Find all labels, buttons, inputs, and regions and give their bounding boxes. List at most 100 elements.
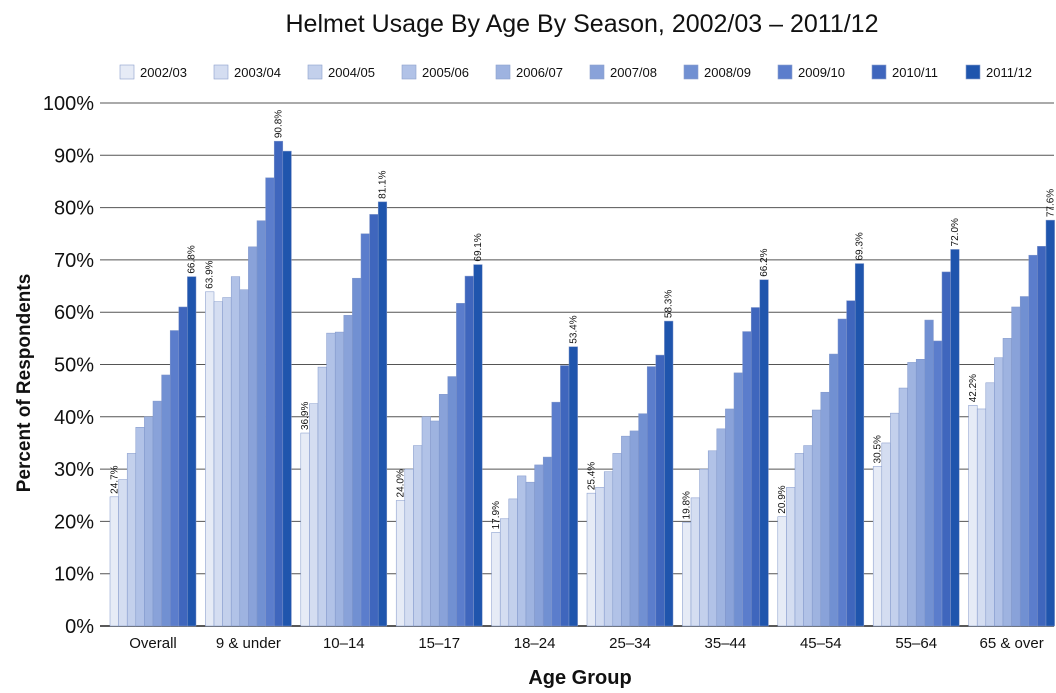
bar xyxy=(326,332,336,627)
bar xyxy=(230,276,241,627)
bar xyxy=(525,481,535,627)
y-tick-label: 30% xyxy=(54,459,94,481)
x-tick-labels: Overall 9 & under 10–14 15–17 18–24 25–34 35–4… xyxy=(129,635,1043,652)
bar xyxy=(837,318,847,627)
legend-swatch xyxy=(119,64,135,80)
bar xyxy=(213,301,223,627)
data-label: 24.0% xyxy=(396,469,407,497)
chart-title: Helmet Usage By Age By Season, 2002/03 –… xyxy=(286,10,879,38)
bar xyxy=(491,532,501,627)
bar xyxy=(517,475,527,627)
bar xyxy=(750,307,761,627)
bar xyxy=(421,416,431,627)
bar xyxy=(699,468,709,627)
bar xyxy=(1045,219,1055,627)
bar xyxy=(1011,306,1021,627)
x-tick-label: 65 & over xyxy=(979,635,1043,652)
data-labels: 24.7% 66.8% 63.9% 90.8% 36.9% 81.1% 24.0% 69.1%… xyxy=(109,110,1056,530)
bar xyxy=(334,331,345,627)
bar xyxy=(933,340,943,627)
bar xyxy=(239,289,249,627)
y-axis-label: Percent of Respondents xyxy=(14,274,35,493)
data-label: 58.3% xyxy=(664,290,675,318)
bar xyxy=(109,496,119,627)
legend-swatch xyxy=(307,64,323,80)
data-label: 30.5% xyxy=(873,435,884,463)
y-tick-label: 100% xyxy=(43,93,94,115)
legend-swatch xyxy=(589,64,605,80)
bar xyxy=(811,409,822,627)
x-tick-label: 55–64 xyxy=(895,635,937,652)
x-tick-label: 9 & under xyxy=(216,635,281,652)
bars xyxy=(109,140,1055,627)
data-label: 72.0% xyxy=(950,218,961,246)
bar xyxy=(152,400,162,627)
y-tick-label: 10% xyxy=(54,564,94,586)
legend-label: 2009/10 xyxy=(798,65,845,80)
bar xyxy=(994,357,1004,627)
bar xyxy=(161,374,171,627)
bar xyxy=(534,464,544,627)
bar xyxy=(976,408,987,627)
bar xyxy=(178,306,188,627)
bar xyxy=(317,366,327,627)
x-tick-label: 10–14 xyxy=(323,635,365,652)
legend-label: 2007/08 xyxy=(610,65,657,80)
x-tick-label: 35–44 xyxy=(705,635,747,652)
bar xyxy=(612,453,622,627)
legend-swatch xyxy=(683,64,699,80)
bar xyxy=(968,405,978,627)
bar xyxy=(187,276,197,627)
x-tick-label: 18–24 xyxy=(514,635,556,652)
legend-swatch xyxy=(213,64,229,80)
data-label: 36.9% xyxy=(300,402,311,430)
bar xyxy=(118,479,128,627)
bar xyxy=(542,456,553,627)
bar xyxy=(169,330,180,627)
bar xyxy=(846,300,856,627)
data-label: 77.6% xyxy=(1045,189,1056,217)
bar xyxy=(950,249,960,627)
bar xyxy=(898,387,908,627)
bar xyxy=(464,275,474,627)
bar xyxy=(265,177,275,627)
bar xyxy=(915,359,926,627)
y-tick-label: 40% xyxy=(54,407,94,429)
bar xyxy=(377,201,388,627)
bar xyxy=(1028,254,1038,627)
data-label: 53.4% xyxy=(568,315,579,343)
bar xyxy=(273,140,284,627)
bar xyxy=(725,408,735,627)
legend-label: 2008/09 xyxy=(704,65,751,80)
data-label: 42.2% xyxy=(968,374,979,402)
data-label: 81.1% xyxy=(378,170,389,198)
bar xyxy=(872,466,883,627)
bar xyxy=(890,412,900,627)
legend-label: 2002/03 xyxy=(140,65,187,80)
bar xyxy=(629,430,639,627)
legend-swatch xyxy=(871,64,887,80)
bar xyxy=(343,315,353,627)
bar xyxy=(369,214,379,627)
bar xyxy=(560,365,570,627)
x-tick-label: 15–17 xyxy=(418,635,460,652)
x-tick-label: Overall xyxy=(129,635,177,652)
bar xyxy=(803,445,813,627)
data-label: 66.8% xyxy=(187,245,198,273)
bar xyxy=(395,500,406,627)
data-label: 69.1% xyxy=(473,233,484,261)
bar xyxy=(716,428,726,627)
legend-label: 2010/11 xyxy=(892,65,938,80)
bar xyxy=(777,516,787,627)
bar xyxy=(309,403,319,627)
bar xyxy=(1037,246,1047,627)
y-tick-label: 0% xyxy=(65,616,94,638)
bar xyxy=(595,487,605,627)
bar xyxy=(794,453,804,627)
data-label: 17.9% xyxy=(491,501,502,529)
bar xyxy=(447,376,457,627)
legend-label: 2004/05 xyxy=(328,65,375,80)
data-label: 24.7% xyxy=(109,465,120,493)
